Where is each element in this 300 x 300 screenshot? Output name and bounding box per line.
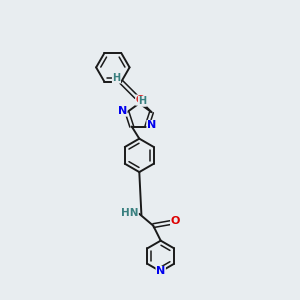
Text: N: N (118, 106, 127, 116)
Text: H: H (112, 73, 121, 83)
Text: HN: HN (121, 208, 138, 218)
Text: O: O (171, 216, 180, 226)
Text: N: N (147, 121, 156, 130)
Text: N: N (156, 266, 165, 277)
Text: H: H (138, 96, 146, 106)
Text: O: O (136, 95, 145, 105)
